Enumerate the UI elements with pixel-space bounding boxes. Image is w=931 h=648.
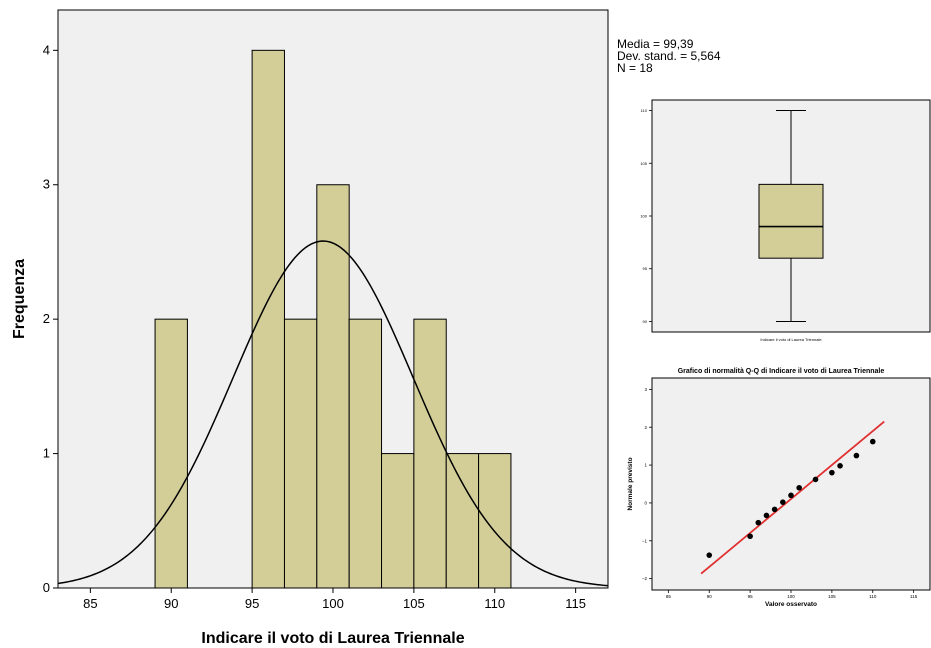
qq-y-tick-label: −2 [642, 576, 648, 581]
histogram-y-tick-label: 4 [43, 42, 50, 57]
qq-x-tick-label: 110 [869, 594, 877, 599]
qq-point [837, 463, 843, 469]
qq-point [771, 506, 778, 513]
qq-x-tick-label: 105 [828, 594, 836, 599]
histogram-x-tick-label: 95 [245, 596, 259, 611]
qq-x-axis-label: Valore osservato [765, 601, 817, 608]
descriptive-stats: Media = 99,39 Dev. stand. = 5,564 N = 18 [617, 38, 721, 74]
qq-plot-title: Grafico di normalità Q-Q di Indicare il … [678, 368, 885, 375]
qq-y-tick-label: 3 [644, 387, 647, 392]
qq-point [812, 476, 819, 483]
histogram-y-tick-label: 0 [43, 580, 50, 595]
boxplot-x-axis-label: Indicare il voto di Laurea Triennale [760, 337, 822, 342]
histogram-chart: 85 90 95 100 105 110 115 0 1 2 3 4 Indicare il vot… [11, 9, 609, 647]
stat-mean: Media = 99,39 [617, 37, 694, 51]
qq-y-tick-label: 1 [644, 463, 647, 468]
histogram-x-tick-label: 115 [565, 596, 586, 611]
histogram-x-tick-label: 105 [403, 596, 425, 611]
qq-x-tick-label: 85 [666, 594, 672, 599]
histogram-y-tick-label: 2 [43, 311, 50, 326]
qq-y-tick-label: 0 [644, 501, 647, 506]
histogram-x-tick-label: 100 [322, 596, 344, 611]
stat-n: N = 18 [617, 61, 653, 75]
qq-y-axis-label: Normale previsto [627, 457, 634, 510]
qq-point [869, 438, 876, 445]
qq-point [780, 499, 786, 505]
histogram-y-tick-label: 1 [43, 446, 50, 461]
qq-point [796, 484, 802, 491]
qq-plot-area [651, 377, 931, 591]
histogram-bar [348, 318, 383, 589]
histogram-bar [478, 453, 512, 589]
qq-point [747, 533, 753, 540]
histogram-bar [154, 318, 188, 589]
qq-y-tick-label: −1 [642, 538, 648, 543]
histogram-bar [445, 453, 480, 589]
qq-x-tick-label: 100 [787, 594, 795, 599]
histogram-bar [251, 49, 285, 589]
qq-x-tick-label: 115 [910, 594, 918, 599]
histogram-bar [283, 318, 318, 589]
stat-std-dev: Dev. stand. = 5,564 [617, 49, 721, 63]
boxplot-y-tick-label: 95 [643, 266, 648, 271]
qq-point [788, 492, 794, 499]
qq-point [763, 512, 770, 519]
histogram-y-tick-label: 3 [43, 177, 50, 192]
boxplot-y-tick-label: 110 [641, 108, 648, 113]
boxplot-y-tick-label: 105 [640, 161, 647, 166]
normal-curve [57, 240, 609, 587]
qq-plot-chart: Grafico di normalità Q-Q di Indicare il … [627, 368, 931, 608]
boxplot-y-tick-label: 100 [640, 214, 647, 219]
histogram-x-tick-label: 90 [164, 596, 178, 611]
qq-point [706, 552, 713, 558]
histogram-bar [413, 318, 447, 589]
qq-x-tick-label: 90 [707, 594, 713, 599]
qq-point [829, 469, 835, 476]
histogram-x-tick-label: 110 [484, 596, 505, 611]
boxplot-box [758, 183, 824, 259]
qq-x-tick-label: 95 [748, 594, 754, 599]
histogram-bar [381, 453, 415, 589]
qq-y-tick-label: 2 [644, 425, 647, 430]
histogram-x-axis-label: Indicare il voto di Laurea Triennale [201, 630, 464, 647]
histogram-y-axis-label: Frequenza [11, 259, 28, 339]
qq-point [853, 452, 860, 459]
qq-point [755, 519, 762, 526]
boxplot-chart: 90 95 100 105 110 Indicare il voto di Laurea… [640, 99, 931, 342]
boxplot-y-tick-label: 90 [643, 319, 648, 324]
histogram-x-tick-label: 85 [83, 596, 97, 611]
histogram-bar [316, 184, 350, 589]
